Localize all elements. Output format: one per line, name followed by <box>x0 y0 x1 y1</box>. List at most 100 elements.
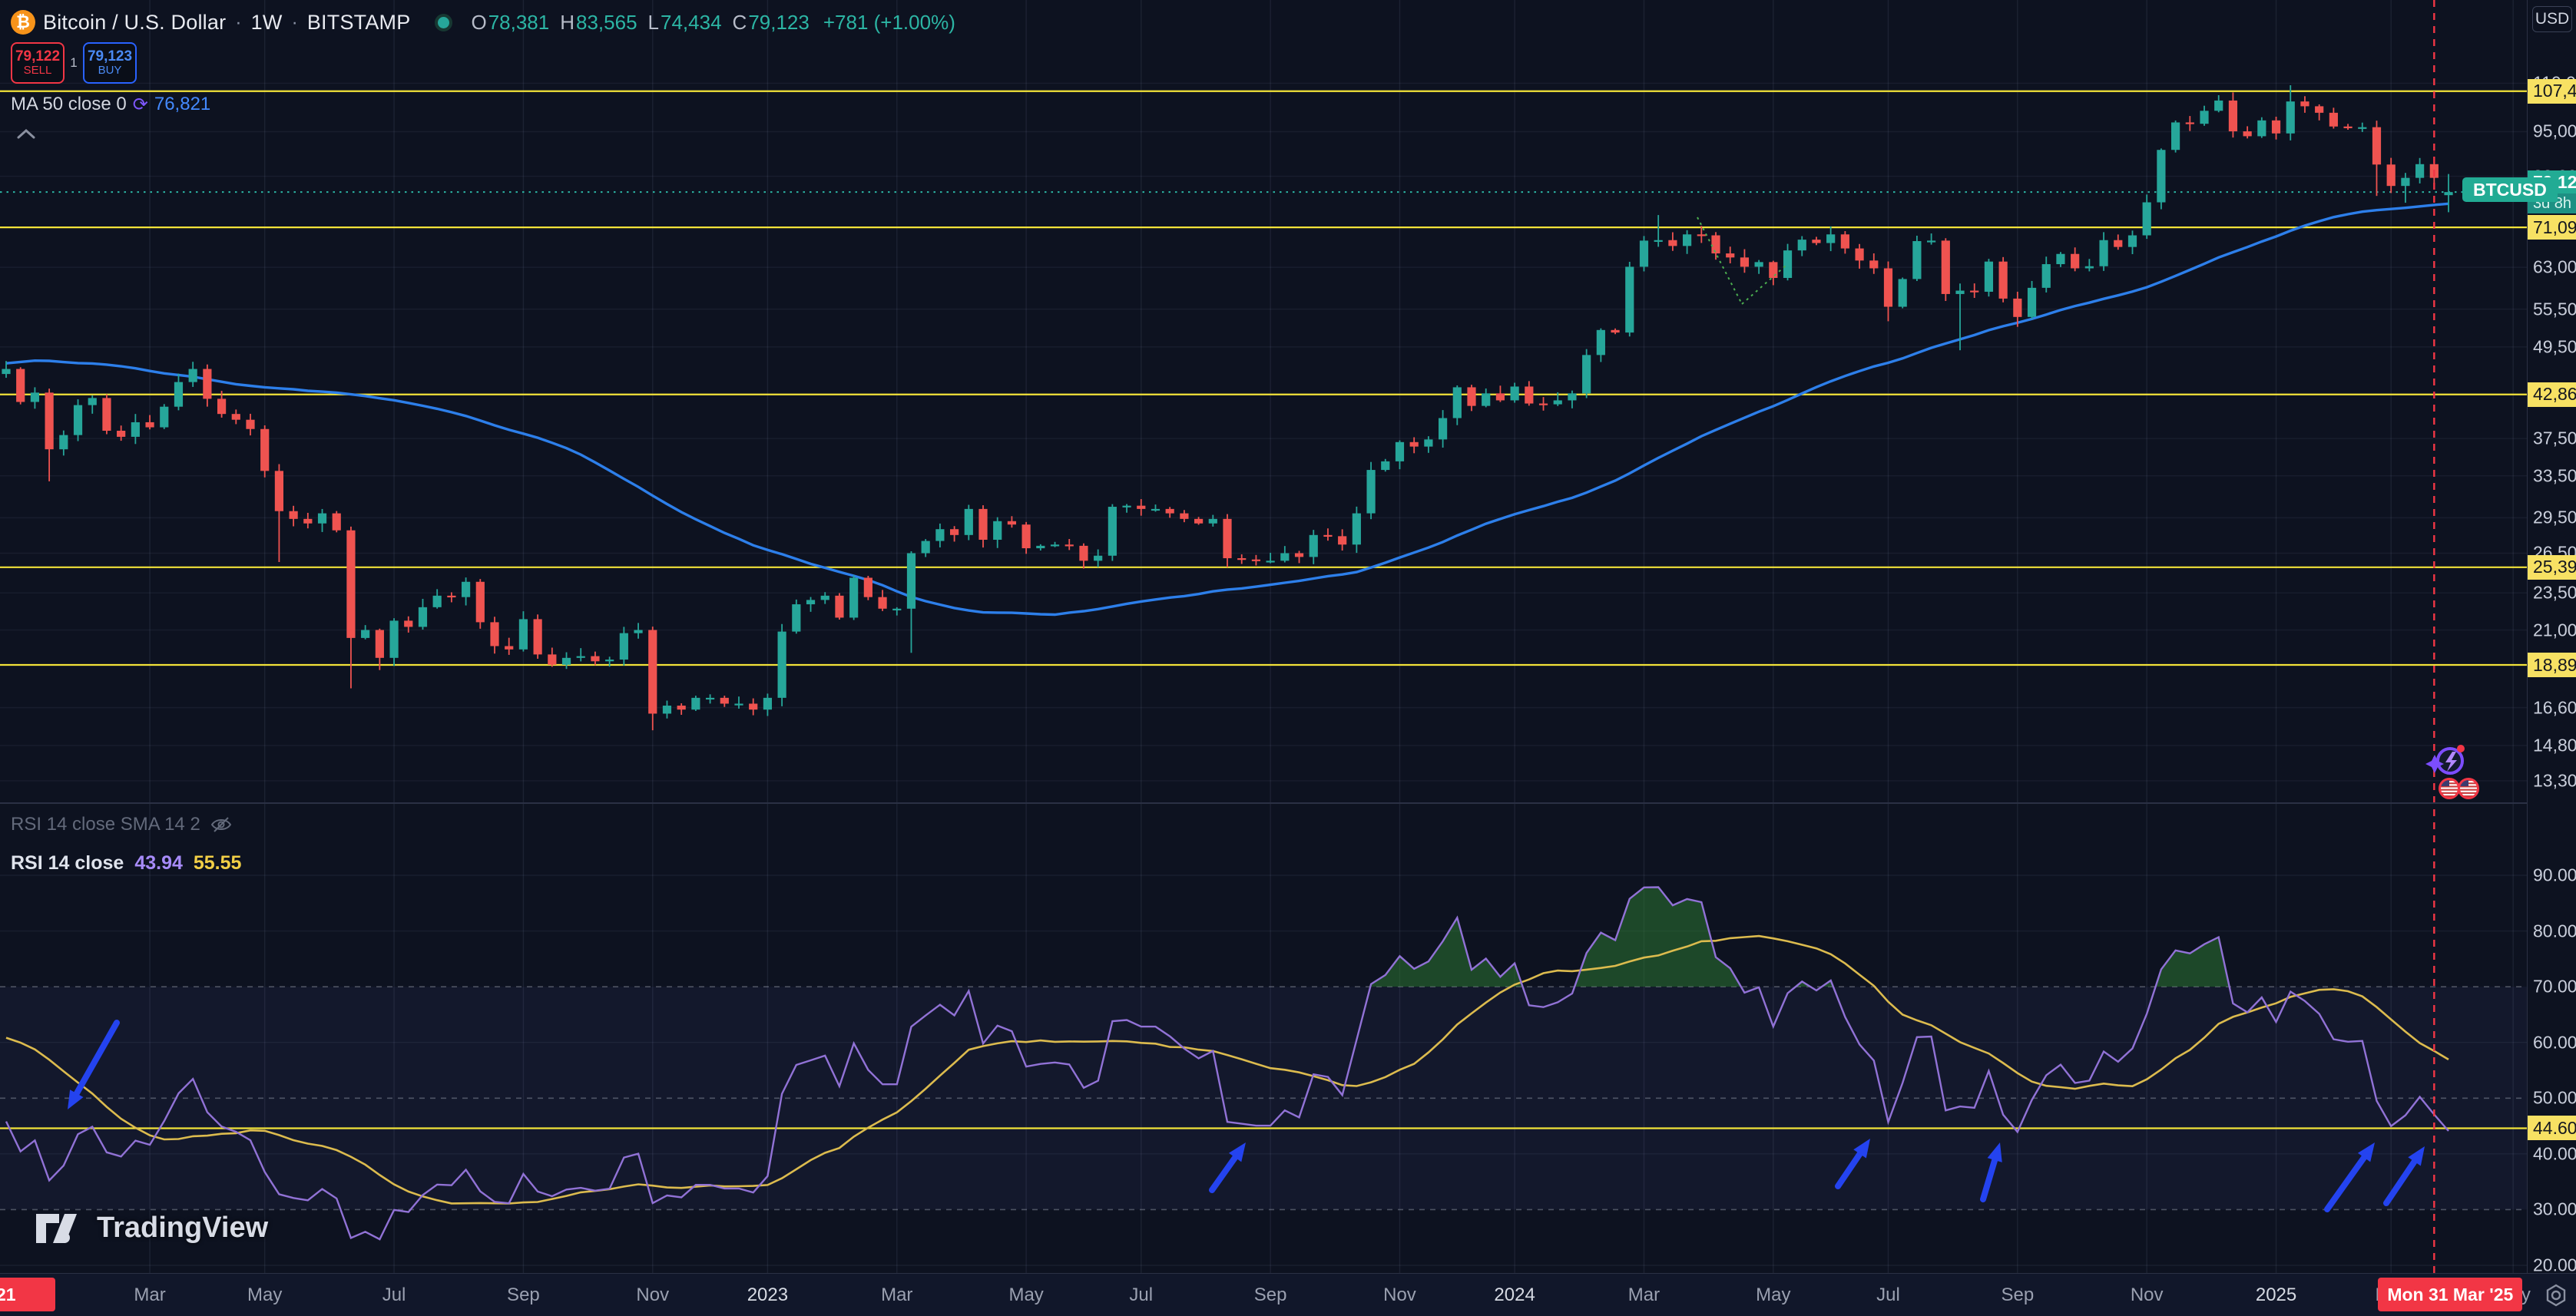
ma-legend-row[interactable]: MA 50 close 0 ⟳ 76,821 <box>11 94 955 115</box>
ma-legend-title: MA 50 close 0 <box>11 94 127 114</box>
rsi-tick-label: 20.00 <box>2533 1255 2576 1273</box>
time-axis-label: Jul <box>382 1285 406 1305</box>
price-level-chip[interactable]: 71,092 <box>2528 215 2576 240</box>
symbol-price-label: BTCUSD <box>2462 177 2558 203</box>
rsi-ma-value: 55.55 <box>193 851 242 874</box>
time-axis-label: 2024 <box>1494 1285 1535 1305</box>
horizontal-level-lines[interactable] <box>0 90 2527 1129</box>
rsi-overbought-fill <box>1370 887 2230 987</box>
rsi-tick-label: 60.00 <box>2533 1032 2576 1053</box>
open-value: 78,381 <box>488 10 550 34</box>
tradingview-glyph-icon <box>36 1213 77 1243</box>
rsi-band <box>0 987 2527 1210</box>
price-tick-label: 95,000 <box>2533 121 2576 141</box>
grid-lines <box>0 0 2527 1273</box>
rsi-tick-label: 80.00 <box>2533 921 2576 941</box>
price-tick-label: 63,000 <box>2533 256 2576 277</box>
low-value: 74,434 <box>661 10 722 34</box>
price-tick-label: 55,500 <box>2533 299 2576 319</box>
time-axis-label: Jul <box>1129 1285 1154 1305</box>
time-axis-label: Nov <box>636 1285 670 1305</box>
buy-button[interactable]: 79,123 BUY <box>83 42 137 84</box>
trade-buttons: 79,122 SELL 1 79,123 BUY <box>11 42 955 84</box>
price-tick-label: 37,500 <box>2533 428 2576 448</box>
price-level-chip[interactable]: 42,860 <box>2528 382 2576 407</box>
rsi-legend: RSI 14 close SMA 14 2 RSI 14 close 43.94… <box>11 812 241 875</box>
price-tick-label: 23,500 <box>2533 582 2576 603</box>
time-axis-label: Mar <box>134 1285 166 1305</box>
price-level-chip[interactable]: 25,395 <box>2528 554 2576 580</box>
spread-value: 1 <box>70 55 78 70</box>
event-icons[interactable] <box>2425 745 2479 799</box>
candlestick-series[interactable] <box>2 85 2453 731</box>
range-start-chip[interactable]: '21 <box>0 1278 55 1311</box>
price-tick-label: 49,500 <box>2533 336 2576 357</box>
axis-settings-icon[interactable] <box>2544 1283 2568 1308</box>
rsi-tick-label: 30.00 <box>2533 1199 2576 1219</box>
tradingview-logo[interactable]: TradingView <box>35 1212 268 1245</box>
currency-toggle-button[interactable]: USD <box>2532 6 2572 32</box>
trendline-drawing[interactable] <box>1741 265 1786 305</box>
exchange-label[interactable]: BITSTAMP <box>306 10 411 34</box>
ma-legend-value: 76,821 <box>154 94 211 114</box>
eye-off-icon[interactable] <box>210 815 233 834</box>
time-axis-label: Mar <box>881 1285 913 1305</box>
price-tick-label: 21,000 <box>2533 620 2576 640</box>
rsi-tick-label: 50.00 <box>2533 1087 2576 1108</box>
symbol-title[interactable]: Bitcoin / U.S. Dollar <box>43 10 227 34</box>
tradingview-logo-text: TradingView <box>97 1212 269 1244</box>
separator-dot: · <box>291 11 298 33</box>
trendline-drawing[interactable] <box>1697 217 1743 305</box>
high-value: 83,565 <box>576 10 637 34</box>
legend-collapse-button[interactable] <box>11 123 41 144</box>
time-axis-label: May <box>1008 1285 1044 1305</box>
chart-header: ₿ Bitcoin / U.S. Dollar · 1W · BITSTAMP … <box>11 8 955 144</box>
change-value: +781 (+1.00%) <box>823 10 955 34</box>
price-tick-label: 16,600 <box>2533 697 2576 718</box>
rsi-tick-label: 40.00 <box>2533 1143 2576 1164</box>
price-axis[interactable]: USD 110,0095,00083,00063,00055,50049,500… <box>2527 0 2576 1273</box>
time-axis-label: Sep <box>507 1285 540 1305</box>
separator-dot: · <box>235 11 242 33</box>
date-marker-chip[interactable]: Mon 31 Mar '25 <box>2378 1278 2523 1311</box>
time-axis-label: Mar <box>1627 1285 1660 1305</box>
rsi-line[interactable] <box>5 886 2449 1241</box>
price-tick-label: 29,500 <box>2533 507 2576 527</box>
arrow-drawings[interactable] <box>68 1020 2425 1212</box>
recalculate-icon[interactable]: ⟳ <box>132 94 148 115</box>
price-tick-label: 33,500 <box>2533 465 2576 486</box>
time-axis[interactable]: Mar May Jul Sep Nov 2023 Mar May Jul Sep Nov 2024 Ma… <box>0 1273 2576 1316</box>
time-axis-label: Sep <box>2001 1285 2035 1305</box>
price-level-chip[interactable]: 18,892 <box>2528 653 2576 677</box>
bitcoin-icon: ₿ <box>11 10 35 35</box>
rsi-legend-row[interactable]: RSI 14 close 43.94 55.55 <box>11 851 241 875</box>
time-axis-label: May <box>247 1285 283 1305</box>
price-tick-label: 14,800 <box>2533 735 2576 756</box>
rsi-level-chip[interactable]: 44.60 <box>2528 1116 2576 1141</box>
interval-button[interactable]: 1W <box>250 10 283 34</box>
time-axis-label: 2023 <box>747 1285 789 1305</box>
market-status-icon[interactable] <box>435 13 453 31</box>
price-level-chip[interactable]: 107,40 <box>2528 78 2576 104</box>
ma50-line[interactable] <box>5 202 2449 617</box>
ohlc-values: O78,381 H83,565 L74,434 C79,123 +781 (+1… <box>471 10 955 34</box>
sparkle-icon <box>2425 755 2444 773</box>
rsi-legend-title: RSI 14 close <box>11 851 124 874</box>
rsi-tick-label: 90.00 <box>2533 865 2576 885</box>
time-axis-label: Nov <box>2130 1285 2164 1305</box>
rsi-tick-label: 70.00 <box>2533 976 2576 997</box>
rsi-value: 43.94 <box>134 851 183 874</box>
price-tick-label: 13,300 <box>2533 770 2576 791</box>
time-axis-label: 2025 <box>2255 1285 2297 1305</box>
notification-dot <box>2457 745 2465 752</box>
close-value: 79,123 <box>748 10 810 34</box>
time-axis-label: May <box>1756 1285 1791 1305</box>
time-axis-label: Nov <box>1383 1285 1416 1305</box>
time-axis-label: Jul <box>1876 1285 1900 1305</box>
rsi-sma-legend-title: RSI 14 close SMA 14 2 <box>11 814 200 835</box>
rsi-sma-legend-hidden[interactable]: RSI 14 close SMA 14 2 <box>11 812 241 837</box>
symbol-row: ₿ Bitcoin / U.S. Dollar · 1W · BITSTAMP … <box>11 8 955 37</box>
sell-button[interactable]: 79,122 SELL <box>11 42 65 84</box>
